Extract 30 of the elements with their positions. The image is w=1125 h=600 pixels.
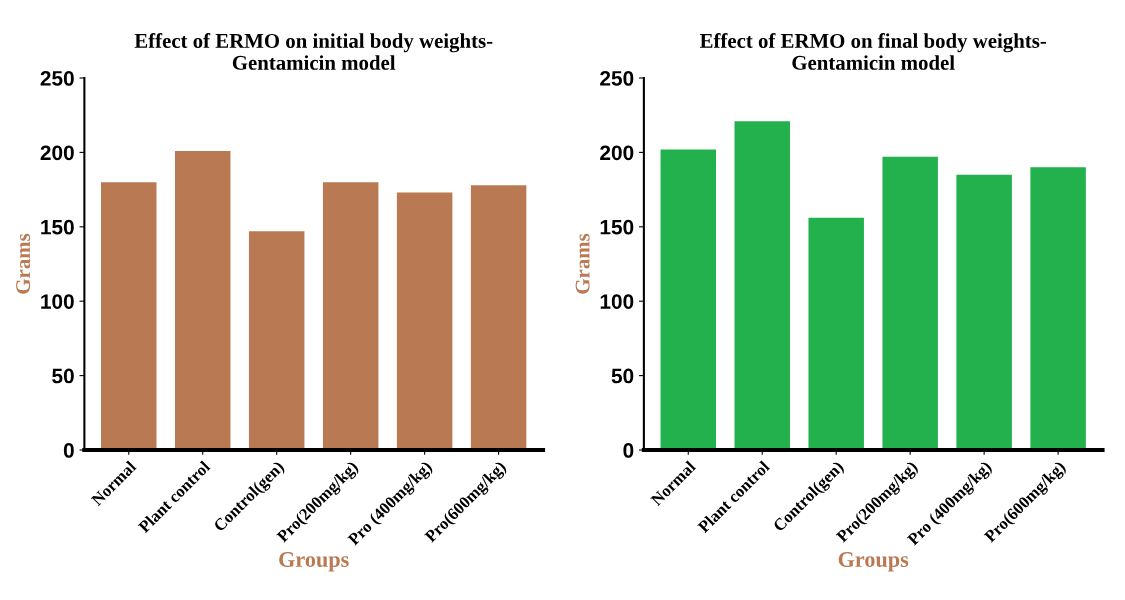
- x-axis-title: Groups: [279, 552, 349, 572]
- bar: [101, 182, 157, 450]
- y-tick-label: 150: [41, 219, 74, 235]
- bar: [808, 217, 864, 450]
- y-tick-label: 150: [600, 219, 634, 235]
- bar: [882, 156, 938, 450]
- chart-title: Effect of ERMO on initial body weights- Gentamicin model: [134, 33, 493, 70]
- y-tick-label: 100: [41, 294, 74, 309]
- bar: [174, 150, 231, 450]
- bar: [660, 149, 717, 450]
- bar: [734, 121, 790, 450]
- y-axis-title: Grams: [575, 233, 590, 294]
- y-tick-label: 200: [40, 145, 74, 161]
- y-tick-label: 0: [63, 443, 74, 458]
- y-tick-label: 250: [40, 71, 74, 86]
- y-tick-label: 50: [52, 368, 74, 384]
- bar: [322, 182, 379, 450]
- y-tick-label: 0: [623, 443, 634, 458]
- y-tick-label: 100: [600, 294, 634, 309]
- y-tick-label: 250: [600, 71, 634, 86]
- bar: [470, 185, 527, 450]
- x-axis-title: Groups: [838, 552, 909, 572]
- bar: [1030, 167, 1086, 450]
- y-axis-title: Grams: [16, 233, 31, 294]
- y-tick-label: 200: [600, 145, 634, 161]
- chart-title: Effect of ERMO on final body weights- Gentamicin model: [699, 33, 1047, 70]
- bar: [396, 192, 453, 450]
- bar: [956, 174, 1012, 450]
- y-tick-label: 50: [611, 368, 634, 384]
- bar: [248, 231, 305, 450]
